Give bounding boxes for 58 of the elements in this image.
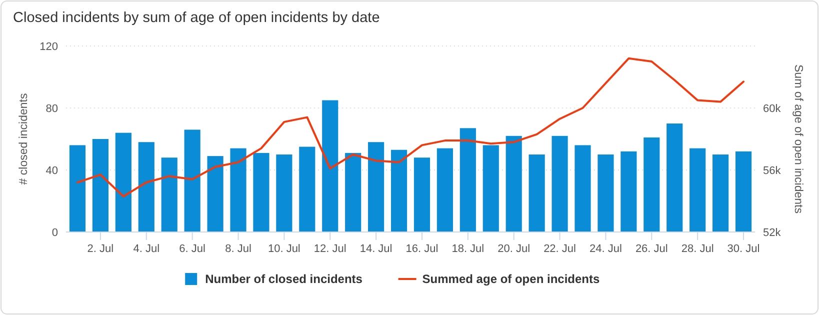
y-tick-label: 0: [52, 226, 58, 239]
line-series: [76, 57, 745, 198]
x-tick-label: 18. Jul: [452, 243, 484, 255]
bar: [528, 154, 545, 232]
legend-label: Number of closed incidents: [205, 272, 363, 286]
bar: [207, 156, 224, 232]
bar: [161, 158, 178, 232]
y-tick-label: 40: [46, 164, 58, 177]
bar: [460, 128, 476, 232]
bar: [184, 130, 200, 232]
bar: [345, 152, 362, 232]
bar: [230, 148, 246, 232]
y2-tick-label: 56k: [763, 164, 782, 177]
bar: [276, 154, 292, 232]
x-tick-label: 4. Jul: [133, 243, 160, 255]
bar: [552, 136, 568, 232]
bar: [620, 151, 637, 232]
x-tick-label: 24. Jul: [590, 243, 622, 255]
x-tick-label: 2. Jul: [87, 243, 114, 255]
bar: [506, 136, 522, 232]
bar: [368, 142, 384, 232]
x-tick-label: 10. Jul: [268, 243, 300, 255]
bar: [390, 150, 408, 232]
chart-title: Closed incidents by sum of age of open incidents by date: [13, 10, 380, 26]
y2-tick-label: 52k: [763, 226, 782, 239]
x-tick-label: 6. Jul: [179, 243, 206, 255]
x-tick-label: 16. Jul: [406, 243, 438, 255]
bar: [644, 137, 660, 232]
y-tick-label: 80: [46, 102, 58, 115]
bar: [253, 152, 270, 232]
bar: [482, 145, 499, 232]
bar: [735, 151, 752, 232]
x-tick-label: 8. Jul: [225, 243, 252, 255]
x-tick-label: 12. Jul: [314, 243, 346, 255]
y2-tick-label: 60k: [763, 102, 782, 115]
x-tick-label: 30. Jul: [727, 243, 760, 255]
bar: [574, 145, 591, 232]
legend-label: Summed age of open incidents: [422, 272, 600, 286]
bar: [138, 142, 154, 232]
y2-axis-title: Sum of age of open incidents: [792, 64, 804, 214]
x-tick-label: 22. Jul: [544, 243, 576, 255]
bar: [115, 132, 132, 232]
y-tick-label: 120: [40, 40, 58, 53]
x-tick-label: 14. Jul: [360, 243, 392, 255]
bar: [666, 124, 683, 232]
bar: [690, 148, 706, 232]
x-tick-label: 28. Jul: [681, 243, 714, 255]
bar: [598, 154, 614, 232]
bar: [69, 145, 86, 232]
bar: [299, 146, 316, 232]
bar: [712, 154, 729, 232]
x-tick-label: 20. Jul: [498, 243, 530, 255]
y-axis-title: # closed incidents: [18, 93, 30, 185]
bar: [436, 148, 453, 232]
x-tick-label: 26. Jul: [635, 243, 668, 255]
bar: [322, 100, 338, 232]
bar: [92, 139, 108, 232]
bar: [414, 158, 430, 232]
